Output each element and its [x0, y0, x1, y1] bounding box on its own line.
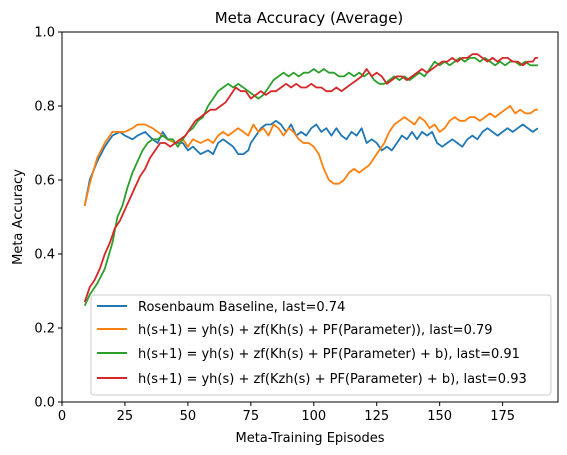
y-tick-label: 1.0: [34, 26, 55, 41]
series-line-2: [83, 57, 538, 307]
series-line-3: [83, 53, 538, 303]
y-axis-label: Meta Accuracy: [11, 169, 26, 265]
x-tick-label: 0: [58, 409, 66, 424]
legend-label-model-2: h(s+1) = yh(s) + zf(Kh(s) + PF(Parameter…: [138, 347, 520, 362]
y-tick-label: 0.6: [34, 174, 55, 189]
plot-frame: [61, 31, 559, 403]
legend: Rosenbaum Baseline, last=0.74 h(s+1) = y…: [90, 294, 552, 396]
x-tick-label: 125: [364, 409, 389, 424]
x-tick-label: 50: [180, 409, 197, 424]
legend-label-model-1: h(s+1) = yh(s) + zf(Kh(s) + PF(Parameter…: [138, 323, 493, 338]
series-layer: [83, 53, 539, 307]
x-tick-label: 100: [301, 409, 326, 424]
y-tick-label: 0.4: [34, 248, 55, 263]
legend-label-model-3: h(s+1) = yh(s) + zf(Kzh(s) + PF(Paramete…: [138, 372, 527, 387]
legend-label-rosenbaum: Rosenbaum Baseline, last=0.74: [138, 300, 345, 315]
x-tick-label: 25: [117, 409, 134, 424]
y-tick-label: 0.8: [34, 100, 55, 115]
x-tick-label: 150: [427, 409, 452, 424]
x-axis-label: Meta-Training Episodes: [235, 431, 384, 446]
chart-title: Meta Accuracy (Average): [215, 9, 404, 27]
y-tick-label: 0.2: [34, 322, 55, 337]
y-axis: 0.0 0.2 0.4 0.6 0.8 1.0: [34, 26, 62, 411]
x-axis: 0 25 50 75 100 125 150 175: [58, 402, 515, 424]
x-tick-label: 175: [490, 409, 515, 424]
y-tick-label: 0.0: [34, 396, 55, 411]
x-tick-label: 75: [243, 409, 260, 424]
legend-box: [90, 294, 552, 396]
